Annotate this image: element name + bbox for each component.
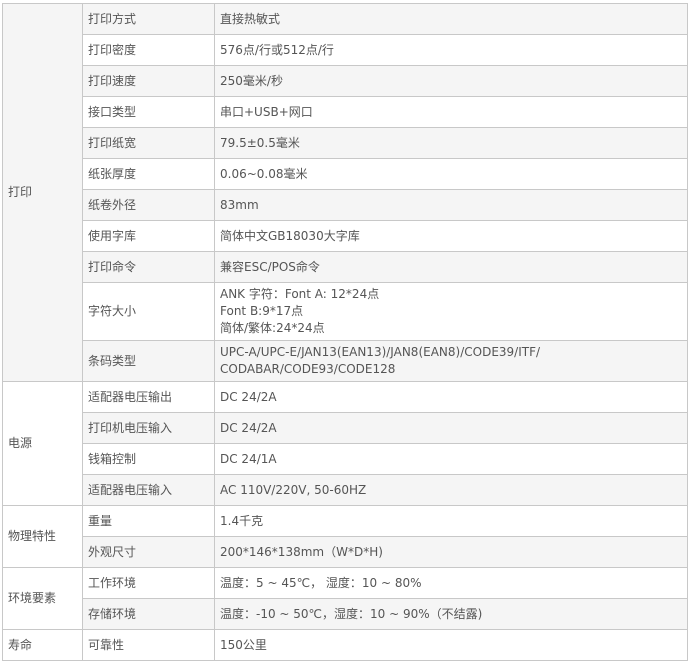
spec-value: 0.06~0.08毫米 — [214, 158, 688, 190]
spec-value: 576点/行或512点/行 — [214, 34, 688, 66]
spec-name: 可靠性 — [82, 629, 215, 661]
spec-value: 150公里 — [214, 629, 688, 661]
spec-value: 79.5±0.5毫米 — [214, 127, 688, 159]
table-row: 电源 适配器电压输出 DC 24/2A — [2, 381, 688, 506]
spec-value-line: 150公里 — [220, 637, 267, 652]
spec-name: 打印纸宽 — [82, 127, 215, 159]
spec-value-line: 直接热敏式 — [220, 11, 281, 26]
spec-name: 字符大小 — [82, 282, 215, 341]
group-label: 环境要素 — [2, 567, 83, 630]
table-row: 打印密度 576点/行或512点/行 — [2, 34, 688, 66]
spec-value: AC 110V/220V, 50-60HZ — [214, 474, 688, 506]
spec-name: 使用字库 — [82, 220, 215, 252]
spec-value: 1.4千克 — [214, 505, 688, 537]
spec-name: 存储环境 — [82, 598, 215, 630]
table-row: 打印 打印方式 直接热敏式 — [2, 3, 688, 382]
table-row: 纸张厚度 0.06~0.08毫米 — [2, 158, 688, 190]
spec-value: 简体中文GB18030大字库 — [214, 220, 688, 252]
spec-value-line: 250毫米/秒 — [220, 73, 283, 88]
spec-value: 串口+USB+网口 — [214, 96, 688, 128]
spec-value-line: DC 24/2A — [220, 420, 277, 435]
spec-value-line: 200*146*138mm（W*D*H) — [220, 544, 383, 559]
table-row: 打印机电压输入 DC 24/2A — [2, 412, 688, 444]
spec-value-line: ANK 字符：Font A: 12*24点 — [220, 287, 380, 301]
spec-value: 温度：-10 ~ 50℃，湿度：10 ~ 90%（不结露) — [214, 598, 688, 630]
spec-name: 打印机电压输入 — [82, 412, 215, 444]
spec-value-line: DC 24/1A — [220, 451, 277, 466]
spec-name: 条码类型 — [82, 340, 215, 382]
table-row: 打印命令 兼容ESC/POS命令 — [2, 251, 688, 283]
table-row: 外观尺寸 200*146*138mm（W*D*H) — [2, 536, 688, 568]
spec-value-line: DC 24/2A — [220, 389, 277, 404]
table-row: 存储环境 温度：-10 ~ 50℃，湿度：10 ~ 90%（不结露) — [2, 598, 688, 630]
group-label: 打印 — [2, 3, 83, 382]
table-row: 条码类型 UPC-A/UPC-E/JAN13(EAN13)/JAN8(EAN8)/… — [2, 340, 688, 382]
spec-value: 250毫米/秒 — [214, 65, 688, 97]
spec-name: 打印速度 — [82, 65, 215, 97]
table-row: 字符大小 ANK 字符：Font A: 12*24点 Font B:9*17点简体/… — [2, 282, 688, 341]
spec-value-line: 温度：5 ~ 45℃， 湿度：10 ~ 80% — [220, 575, 422, 590]
spec-value-line: 简体/繁体:24*24点 — [220, 321, 325, 335]
spec-value: DC 24/2A — [214, 412, 688, 444]
spec-table: 打印 打印方式 直接热敏式 打印密度 576点/行或512点/行 打印速度 250毫米/秒接… — [2, 3, 688, 661]
table-row: 接口类型 串口+USB+网口 — [2, 96, 688, 128]
spec-value: 温度：5 ~ 45℃， 湿度：10 ~ 80% — [214, 567, 688, 599]
spec-value-line: 576点/行或512点/行 — [220, 42, 334, 57]
spec-value-line: 1.4千克 — [220, 513, 264, 528]
table-row: 使用字库 简体中文GB18030大字库 — [2, 220, 688, 252]
group-label: 电源 — [2, 381, 83, 506]
table-row: 纸卷外径 83mm — [2, 189, 688, 221]
spec-value-line: AC 110V/220V, 50-60HZ — [220, 482, 367, 497]
spec-name: 钱箱控制 — [82, 443, 215, 475]
table-row: 适配器电压输入 AC 110V/220V, 50-60HZ — [2, 474, 688, 506]
spec-name: 纸卷外径 — [82, 189, 215, 221]
group-label: 物理特性 — [2, 505, 83, 568]
spec-name: 打印命令 — [82, 251, 215, 283]
spec-value: 直接热敏式 — [214, 3, 688, 35]
spec-name: 适配器电压输出 — [82, 381, 215, 413]
spec-value-line: 温度：-10 ~ 50℃，湿度：10 ~ 90%（不结露) — [220, 606, 483, 621]
spec-name: 适配器电压输入 — [82, 474, 215, 506]
spec-value-line: 简体中文GB18030大字库 — [220, 228, 360, 243]
spec-value-line: Font B:9*17点 — [220, 304, 304, 318]
group-label: 寿命 — [2, 629, 83, 661]
spec-value-line: CODABAR/CODE93/CODE128 — [220, 362, 396, 376]
spec-value: DC 24/1A — [214, 443, 688, 475]
spec-name: 工作环境 — [82, 567, 215, 599]
spec-name: 外观尺寸 — [82, 536, 215, 568]
spec-value-line: UPC-A/UPC-E/JAN13(EAN13)/JAN8(EAN8)/CODE… — [220, 345, 541, 359]
table-row: 寿命 可靠性 150公里 — [2, 629, 688, 661]
table-row: 打印速度 250毫米/秒 — [2, 65, 688, 97]
spec-name: 打印方式 — [82, 3, 215, 35]
spec-value-line: 79.5±0.5毫米 — [220, 135, 300, 150]
spec-value-line: 串口+USB+网口 — [220, 104, 313, 119]
spec-value: DC 24/2A — [214, 381, 688, 413]
spec-value-line: 83mm — [220, 197, 259, 212]
spec-name: 纸张厚度 — [82, 158, 215, 190]
spec-value-line: 0.06~0.08毫米 — [220, 166, 308, 181]
table-row: 打印纸宽 79.5±0.5毫米 — [2, 127, 688, 159]
spec-name: 重量 — [82, 505, 215, 537]
table-row: 物理特性 重量 1.4千克 — [2, 505, 688, 568]
spec-name: 打印密度 — [82, 34, 215, 66]
spec-value: ANK 字符：Font A: 12*24点 Font B:9*17点简体/繁体:2… — [214, 282, 688, 341]
spec-value: 83mm — [214, 189, 688, 221]
spec-name: 接口类型 — [82, 96, 215, 128]
table-row: 钱箱控制 DC 24/1A — [2, 443, 688, 475]
spec-value-line: 兼容ESC/POS命令 — [220, 259, 320, 274]
spec-value: 200*146*138mm（W*D*H) — [214, 536, 688, 568]
table-row: 环境要素 工作环境 温度：5 ~ 45℃， 湿度：10 ~ 80% — [2, 567, 688, 630]
spec-value: 兼容ESC/POS命令 — [214, 251, 688, 283]
spec-value: UPC-A/UPC-E/JAN13(EAN13)/JAN8(EAN8)/CODE… — [214, 340, 688, 382]
